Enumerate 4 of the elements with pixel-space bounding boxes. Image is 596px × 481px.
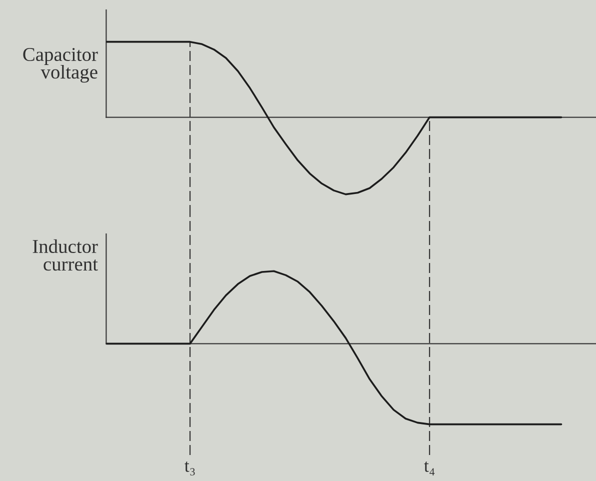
y-axis-title: Capacitor voltage	[23, 48, 98, 83]
y-axis-title: Inductor current	[32, 239, 98, 271]
x-tick-label: t₃	[184, 462, 195, 476]
x-tick-label: t₄	[424, 462, 435, 476]
